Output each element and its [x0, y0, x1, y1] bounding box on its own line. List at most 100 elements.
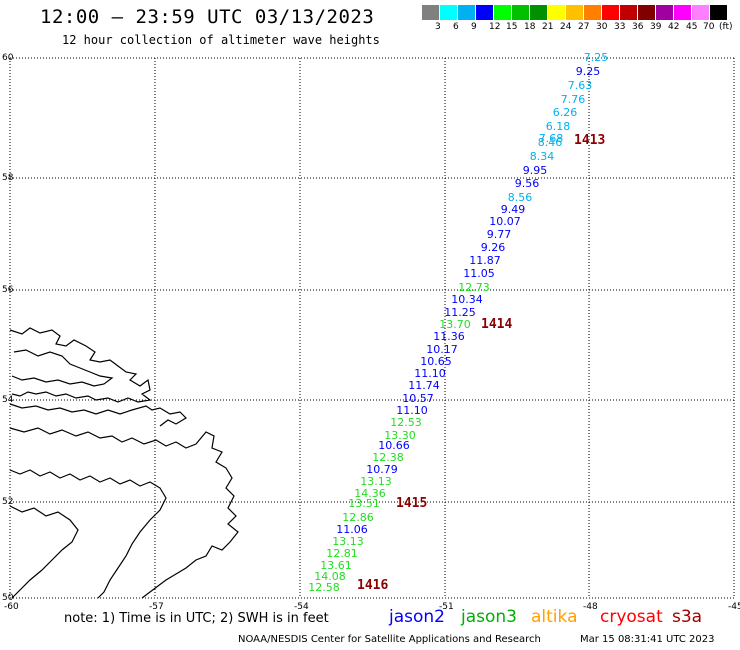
wave-height-label: 6.26: [553, 106, 578, 119]
longitude-label: -57: [149, 602, 164, 612]
wave-height-label: 10.57: [402, 392, 434, 405]
color-scale-label: 9: [471, 22, 477, 32]
color-scale-label: 21: [542, 22, 554, 32]
coastline-newfoundland: [9, 427, 239, 599]
wave-height-label: 10.79: [366, 463, 398, 476]
color-swatch: [476, 5, 493, 20]
coastline-labrador-inner: [11, 349, 114, 387]
longitude-label: -60: [4, 602, 19, 612]
time-marker: 1416: [357, 578, 388, 593]
time-marker: 1415: [396, 496, 427, 511]
color-scale-label: 42: [668, 22, 680, 32]
wave-height-label: 10.66: [378, 439, 410, 452]
wave-height-label: 8.34: [530, 150, 555, 163]
lat-lon-grid: 60 58 56 54 52 50-60 -57 -54 -51 -48 -45: [2, 53, 740, 612]
satellite-jason2-label: jason2: [389, 607, 445, 627]
wave-height-label: 14.36: [354, 487, 386, 500]
wave-height-label: 12.53: [390, 416, 422, 429]
wave-height-label: 11.74: [408, 379, 440, 392]
color-scale-label: 36: [632, 22, 644, 32]
wave-height-label: 13.51: [348, 497, 380, 510]
coastline-labrador: [9, 327, 152, 403]
satellite-altika-label: altika: [531, 607, 578, 627]
wave-height-label: 13.13: [332, 535, 364, 548]
wave-height-label: 9.25: [576, 65, 601, 78]
time-marker: 1413: [574, 133, 605, 148]
color-swatch: [602, 5, 619, 20]
satellite-jason3-label: jason3: [461, 607, 517, 627]
wave-height-label: 8.46: [538, 136, 563, 149]
wave-height-label: 7.68: [539, 132, 564, 145]
wave-height-label: 12.38: [372, 451, 404, 464]
latitude-label: 52: [2, 497, 13, 507]
latitude-label: 50: [2, 593, 14, 603]
wave-height-label: 13.13: [360, 475, 392, 488]
color-scale-label: 6: [453, 22, 459, 32]
wave-height-label: 10.07: [489, 215, 521, 228]
wave-height-label: 10.65: [420, 355, 452, 368]
color-scale-label: 18: [524, 22, 536, 32]
wave-height-label: 10.34: [451, 293, 483, 306]
wave-height-label: 8.56: [508, 191, 533, 204]
color-swatch: [494, 5, 511, 20]
wave-height-label: 11.06: [336, 523, 368, 536]
wave-height-label: 7.76: [561, 93, 586, 106]
wave-height-label: 11.87: [469, 254, 501, 267]
color-scale-label: 24: [560, 22, 572, 32]
color-scale-label: 27: [578, 22, 590, 32]
wave-height-label: 12.73: [458, 281, 490, 294]
color-scale-label: 15: [506, 22, 518, 32]
color-scale-label: (ft): [719, 22, 733, 32]
color-swatch: [656, 5, 673, 20]
map-subtitle: 12 hour collection of altimeter wave hei…: [62, 33, 380, 47]
longitude-label: -45: [728, 602, 740, 612]
longitude-label: -54: [294, 602, 309, 612]
wave-height-label: 11.10: [396, 404, 428, 417]
wave-height-label: 13.30: [384, 429, 416, 442]
coastline: [9, 327, 239, 599]
wave-height-label: 12.86: [342, 511, 374, 524]
wave-height-label: 6.18: [546, 120, 571, 133]
color-scale-label: 45: [686, 22, 698, 32]
color-swatch: [674, 5, 691, 20]
observation-labels: 7.259.257.637.766.266.187.688.468.349.95…: [308, 51, 608, 594]
wave-height-label: 7.25: [584, 51, 609, 64]
time-markers: 1413 1414 1415 1416: [357, 133, 605, 593]
satellite-s3a-label: s3a: [672, 607, 703, 627]
latitude-label: 56: [2, 285, 14, 295]
color-scale-label: 70: [703, 22, 715, 32]
color-swatch: [440, 5, 457, 20]
latitude-label: 58: [2, 173, 14, 183]
coastline-cape: [9, 505, 79, 599]
wave-height-label: 9.26: [481, 241, 506, 254]
color-scale-label: 39: [650, 22, 662, 32]
wave-height-label: 9.77: [487, 228, 512, 241]
color-swatch: [458, 5, 475, 20]
coastline-gulf: [9, 469, 167, 599]
color-swatch: [620, 5, 637, 20]
satellite-cryosat-label: cryosat: [600, 607, 663, 627]
color-swatch: [422, 5, 439, 20]
longitude-label: -48: [583, 602, 598, 612]
wave-height-label: 11.10: [414, 367, 446, 380]
color-scale-label: 3: [435, 22, 441, 32]
wave-height-label: 7.63: [568, 79, 593, 92]
wave-height-label: 9.95: [523, 164, 548, 177]
latitude-label: 60: [2, 53, 14, 63]
wave-height-label: 11.36: [433, 330, 465, 343]
footer-credit: NOAA/NESDIS Center for Satellite Applica…: [238, 634, 541, 645]
note-text: note: 1) Time is in UTC; 2) SWH is in fe…: [64, 611, 329, 626]
color-swatch: [692, 5, 709, 20]
wave-height-label: 13.70: [439, 318, 471, 331]
map-title: 12:00 – 23:59 UTC 03/13/2023: [40, 6, 375, 28]
color-swatch: [584, 5, 601, 20]
color-scale-label: 30: [596, 22, 608, 32]
color-scale-label: 33: [614, 22, 626, 32]
wave-height-label: 12.81: [326, 547, 358, 560]
color-scale-label: 12: [489, 22, 501, 32]
wave-height-label: 10.17: [426, 343, 458, 356]
wave-height-label: 9.49: [501, 203, 526, 216]
color-swatch: [548, 5, 565, 20]
longitude-label: -51: [439, 602, 454, 612]
